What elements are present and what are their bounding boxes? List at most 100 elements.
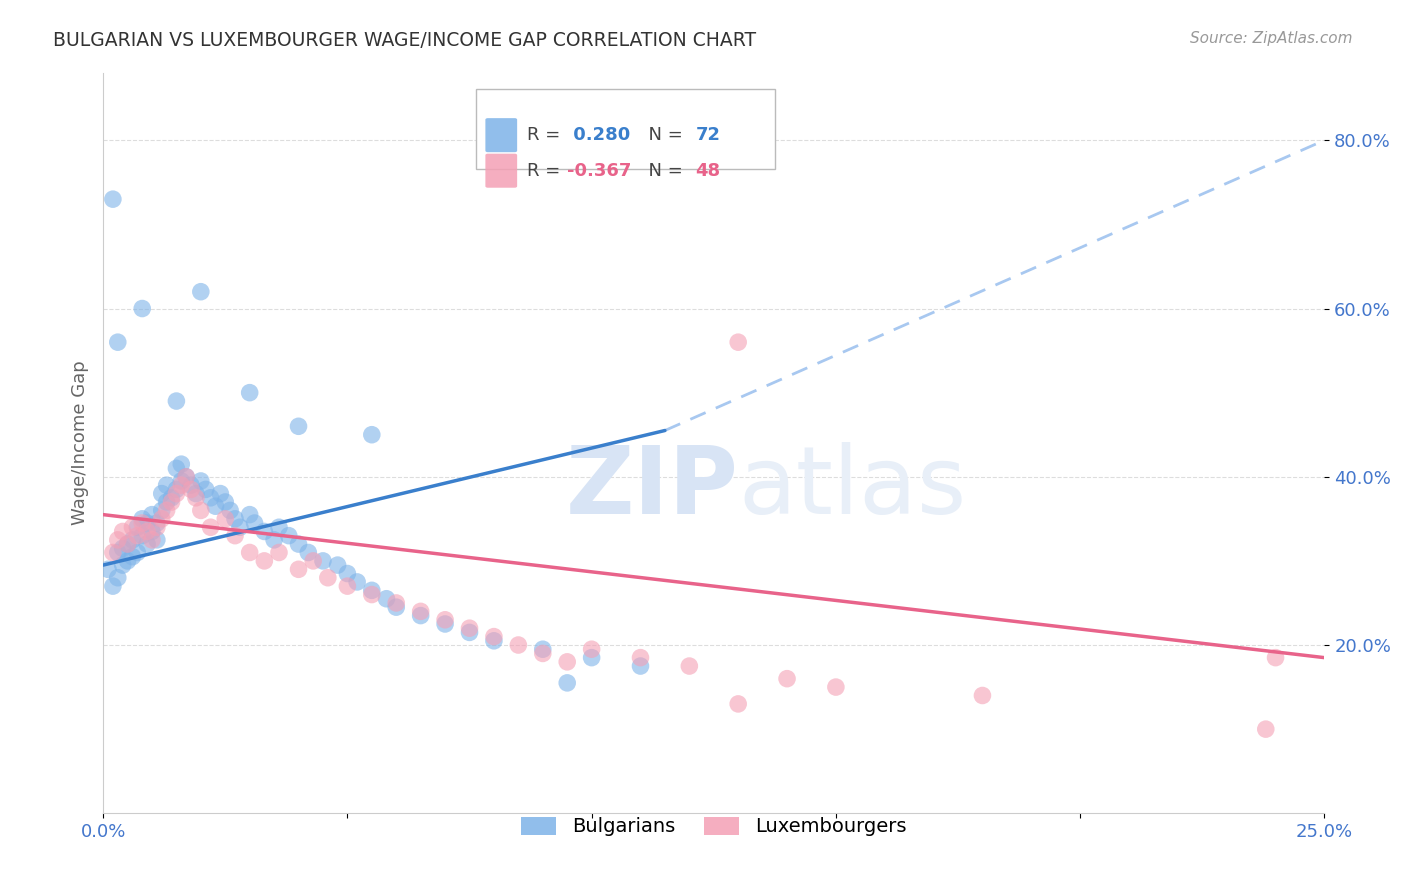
Point — [458, 625, 481, 640]
Text: 72: 72 — [696, 126, 720, 145]
Point — [190, 503, 212, 517]
Point — [630, 650, 652, 665]
Point — [287, 419, 309, 434]
Legend: Bulgarians, Luxembourgers: Bulgarians, Luxembourgers — [513, 809, 914, 844]
Point — [101, 192, 124, 206]
Point — [200, 520, 222, 534]
FancyBboxPatch shape — [485, 153, 517, 187]
Point — [160, 491, 183, 505]
Point — [131, 516, 153, 530]
Point — [170, 457, 193, 471]
Point — [204, 500, 226, 514]
Point — [136, 537, 159, 551]
Point — [224, 512, 246, 526]
Point — [165, 486, 187, 500]
Point — [825, 680, 848, 694]
Point — [150, 486, 173, 500]
Point — [239, 385, 262, 400]
Point — [141, 533, 163, 547]
Point — [107, 571, 129, 585]
Point — [121, 533, 143, 547]
Point — [219, 503, 242, 517]
Point — [326, 558, 349, 573]
Point — [508, 638, 530, 652]
Point — [146, 516, 169, 530]
Point — [1254, 722, 1277, 736]
Point — [312, 554, 335, 568]
Point — [160, 495, 183, 509]
Point — [385, 600, 408, 615]
Point — [253, 524, 276, 539]
Point — [316, 571, 339, 585]
Point — [127, 520, 149, 534]
Point — [776, 672, 799, 686]
Point — [200, 491, 222, 505]
Point — [360, 427, 382, 442]
Point — [101, 579, 124, 593]
Point — [1264, 650, 1286, 665]
Point — [253, 554, 276, 568]
Point — [434, 613, 457, 627]
Point — [243, 516, 266, 530]
Text: BULGARIAN VS LUXEMBOURGER WAGE/INCOME GAP CORRELATION CHART: BULGARIAN VS LUXEMBOURGER WAGE/INCOME GA… — [53, 31, 756, 50]
Point — [170, 478, 193, 492]
Point — [101, 545, 124, 559]
Point — [131, 529, 153, 543]
Point — [581, 642, 603, 657]
Point — [531, 642, 554, 657]
Point — [214, 512, 236, 526]
Point — [146, 533, 169, 547]
Point — [184, 486, 207, 500]
Point — [170, 474, 193, 488]
Point — [111, 558, 134, 573]
Point — [156, 503, 179, 517]
Point — [581, 650, 603, 665]
FancyBboxPatch shape — [485, 118, 517, 153]
Point — [263, 533, 285, 547]
Point — [184, 491, 207, 505]
Point — [165, 461, 187, 475]
Text: 48: 48 — [696, 161, 720, 179]
Point — [107, 533, 129, 547]
Point — [111, 541, 134, 556]
Point — [117, 554, 139, 568]
Point — [297, 545, 319, 559]
Point — [111, 524, 134, 539]
Point — [458, 621, 481, 635]
Point — [97, 562, 120, 576]
Point — [174, 469, 197, 483]
Point — [224, 529, 246, 543]
Point — [630, 659, 652, 673]
Text: -0.367: -0.367 — [567, 161, 631, 179]
Point — [174, 469, 197, 483]
Point — [121, 520, 143, 534]
Point — [136, 516, 159, 530]
Point — [239, 508, 262, 522]
Text: R =: R = — [527, 126, 565, 145]
Point — [555, 676, 578, 690]
Point — [375, 591, 398, 606]
Point — [131, 512, 153, 526]
Point — [482, 630, 505, 644]
Point — [127, 529, 149, 543]
Point — [287, 562, 309, 576]
Text: Source: ZipAtlas.com: Source: ZipAtlas.com — [1189, 31, 1353, 46]
Point — [194, 483, 217, 497]
Point — [678, 659, 700, 673]
Point — [267, 520, 290, 534]
Point — [336, 579, 359, 593]
Point — [346, 574, 368, 589]
Point — [107, 545, 129, 559]
Point — [156, 495, 179, 509]
Y-axis label: Wage/Income Gap: Wage/Income Gap — [72, 360, 89, 525]
Point — [117, 537, 139, 551]
Point — [190, 285, 212, 299]
Point — [121, 549, 143, 564]
FancyBboxPatch shape — [475, 89, 775, 169]
Text: 0.280: 0.280 — [567, 126, 630, 145]
Point — [180, 478, 202, 492]
Point — [107, 335, 129, 350]
Point — [409, 608, 432, 623]
Point — [360, 583, 382, 598]
Point — [267, 545, 290, 559]
